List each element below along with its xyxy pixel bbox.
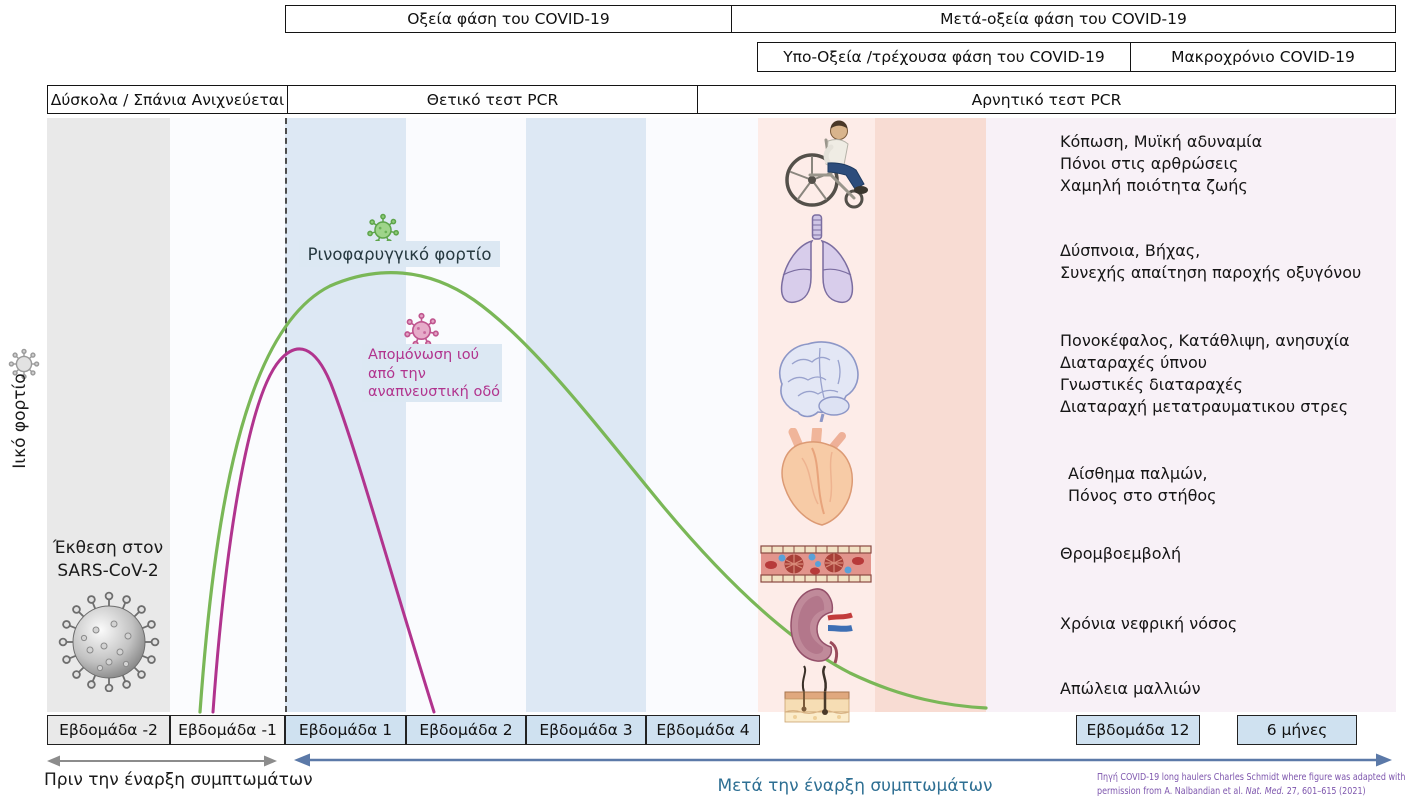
exposure-label: Έκθεση στον SARS-CoV-2	[52, 538, 164, 581]
phase-box-sub-acute: Υπο-Οξεία /τρέχουσα φάση του COVID-19	[757, 42, 1131, 72]
before-symptoms-arrow	[47, 755, 277, 767]
band-week-minus1	[170, 118, 285, 712]
week-cell-3: Εβδομάδα 3	[526, 715, 646, 745]
pcr-box-negative: Αρνητικό τεστ PCR	[697, 85, 1396, 114]
after-symptoms-arrow	[294, 753, 1392, 767]
phase-box-post-acute: Μετά-οξεία φάση του COVID-19	[731, 5, 1396, 33]
band-chronic	[986, 118, 1396, 712]
band-week1	[285, 118, 406, 712]
pcr-negative-label: Αρνητικό τεστ PCR	[971, 90, 1122, 109]
phase-box-acute: Οξεία φάση του COVID-19	[285, 5, 732, 33]
pink-curve-label: Απομόνωση ιού από την αναπνευστική οδό	[362, 344, 502, 402]
week-cell-1: Εβδομάδα 1	[285, 715, 406, 745]
after-symptoms-label: Μετά την έναρξη συμπτωμάτων	[717, 776, 993, 796]
pcr-difficult-label: Δύσκολα / Σπάνια Ανιχνεύεται	[50, 90, 285, 109]
heart-icon	[781, 428, 853, 526]
phase-box-long-covid: Μακροχρόνιο COVID-19	[1130, 42, 1396, 72]
wheelchair-icon	[785, 120, 868, 209]
week-cell-minus-2: Εβδομάδα -2	[47, 715, 170, 745]
symptom-text-respiratory: Δύσπνοια, Βήχας, Συνεχής απαίτηση παροχή…	[1060, 241, 1362, 282]
citation-line-1: Πηγή COVID-19 long haulers Charles Schmi…	[1097, 772, 1406, 783]
virus-icon-gray-small	[8, 348, 40, 380]
virus-icon-pink	[404, 312, 439, 347]
citation-line-2: permission from A. Nalbandian et al. Nat…	[1097, 786, 1366, 797]
source-citation: Πηγή COVID-19 long haulers Charles Schmi…	[1097, 771, 1405, 799]
sars-cov-2-virus-icon	[58, 591, 160, 692]
symptom-text-hair-loss: Απώλεια μαλλιών	[1060, 679, 1201, 698]
six-months-cell: 6 μήνες	[1237, 715, 1357, 745]
y-axis-label: Ιικό φορτίο	[10, 373, 30, 469]
pcr-box-positive: Θετικό τεστ PCR	[287, 85, 698, 114]
lungs-icon	[780, 214, 854, 304]
symptom-text-cardiac: Αίσθημα παλμών, Πόνος στο στήθος	[1068, 464, 1217, 505]
blood-vessel-icon	[760, 545, 872, 583]
green-curve-label: Ρινοφαρυγγικό φορτίο	[299, 241, 500, 267]
symptom-text-fatigue: Κόπωση, Μυϊκή αδυναμία Πόνοι στις αρθρώσ…	[1060, 132, 1263, 195]
week-cell-12: Εβδομάδα 12	[1076, 715, 1200, 745]
symptom-onset-dashed-line	[285, 118, 287, 712]
symptom-text-neuro: Πονοκέφαλος, Κατάθλιψη, ανησυχία Διαταρα…	[1060, 331, 1350, 416]
week-cell-2: Εβδομάδα 2	[406, 715, 526, 745]
kidney-icon	[790, 588, 853, 664]
pcr-positive-label: Θετικό τεστ PCR	[426, 90, 559, 109]
band-week2	[406, 118, 526, 712]
symptom-text-kidney: Χρόνια νεφρική νόσος	[1060, 614, 1238, 633]
band-week4	[646, 118, 758, 712]
week-cell-4: Εβδομάδα 4	[646, 715, 760, 745]
phase-sub-acute-label: Υπο-Οξεία /τρέχουσα φάση του COVID-19	[783, 48, 1105, 66]
band-week3	[526, 118, 646, 712]
week-cell-minus-1: Εβδομάδα -1	[170, 715, 285, 745]
band-subacute-late	[875, 118, 986, 712]
phase-post-acute-label: Μετά-οξεία φάση του COVID-19	[940, 10, 1187, 28]
phase-acute-label: Οξεία φάση του COVID-19	[407, 10, 610, 28]
skin-hair-icon	[784, 665, 850, 723]
symptom-text-thromboembolism: Θρομβοεμβολή	[1060, 544, 1182, 563]
before-symptoms-label: Πριν την έναρξη συμπτωμάτων	[44, 770, 313, 790]
phase-long-covid-label: Μακροχρόνιο COVID-19	[1171, 48, 1355, 66]
pcr-box-difficult: Δύσκολα / Σπάνια Ανιχνεύεται	[47, 85, 288, 114]
brain-icon	[778, 341, 859, 422]
